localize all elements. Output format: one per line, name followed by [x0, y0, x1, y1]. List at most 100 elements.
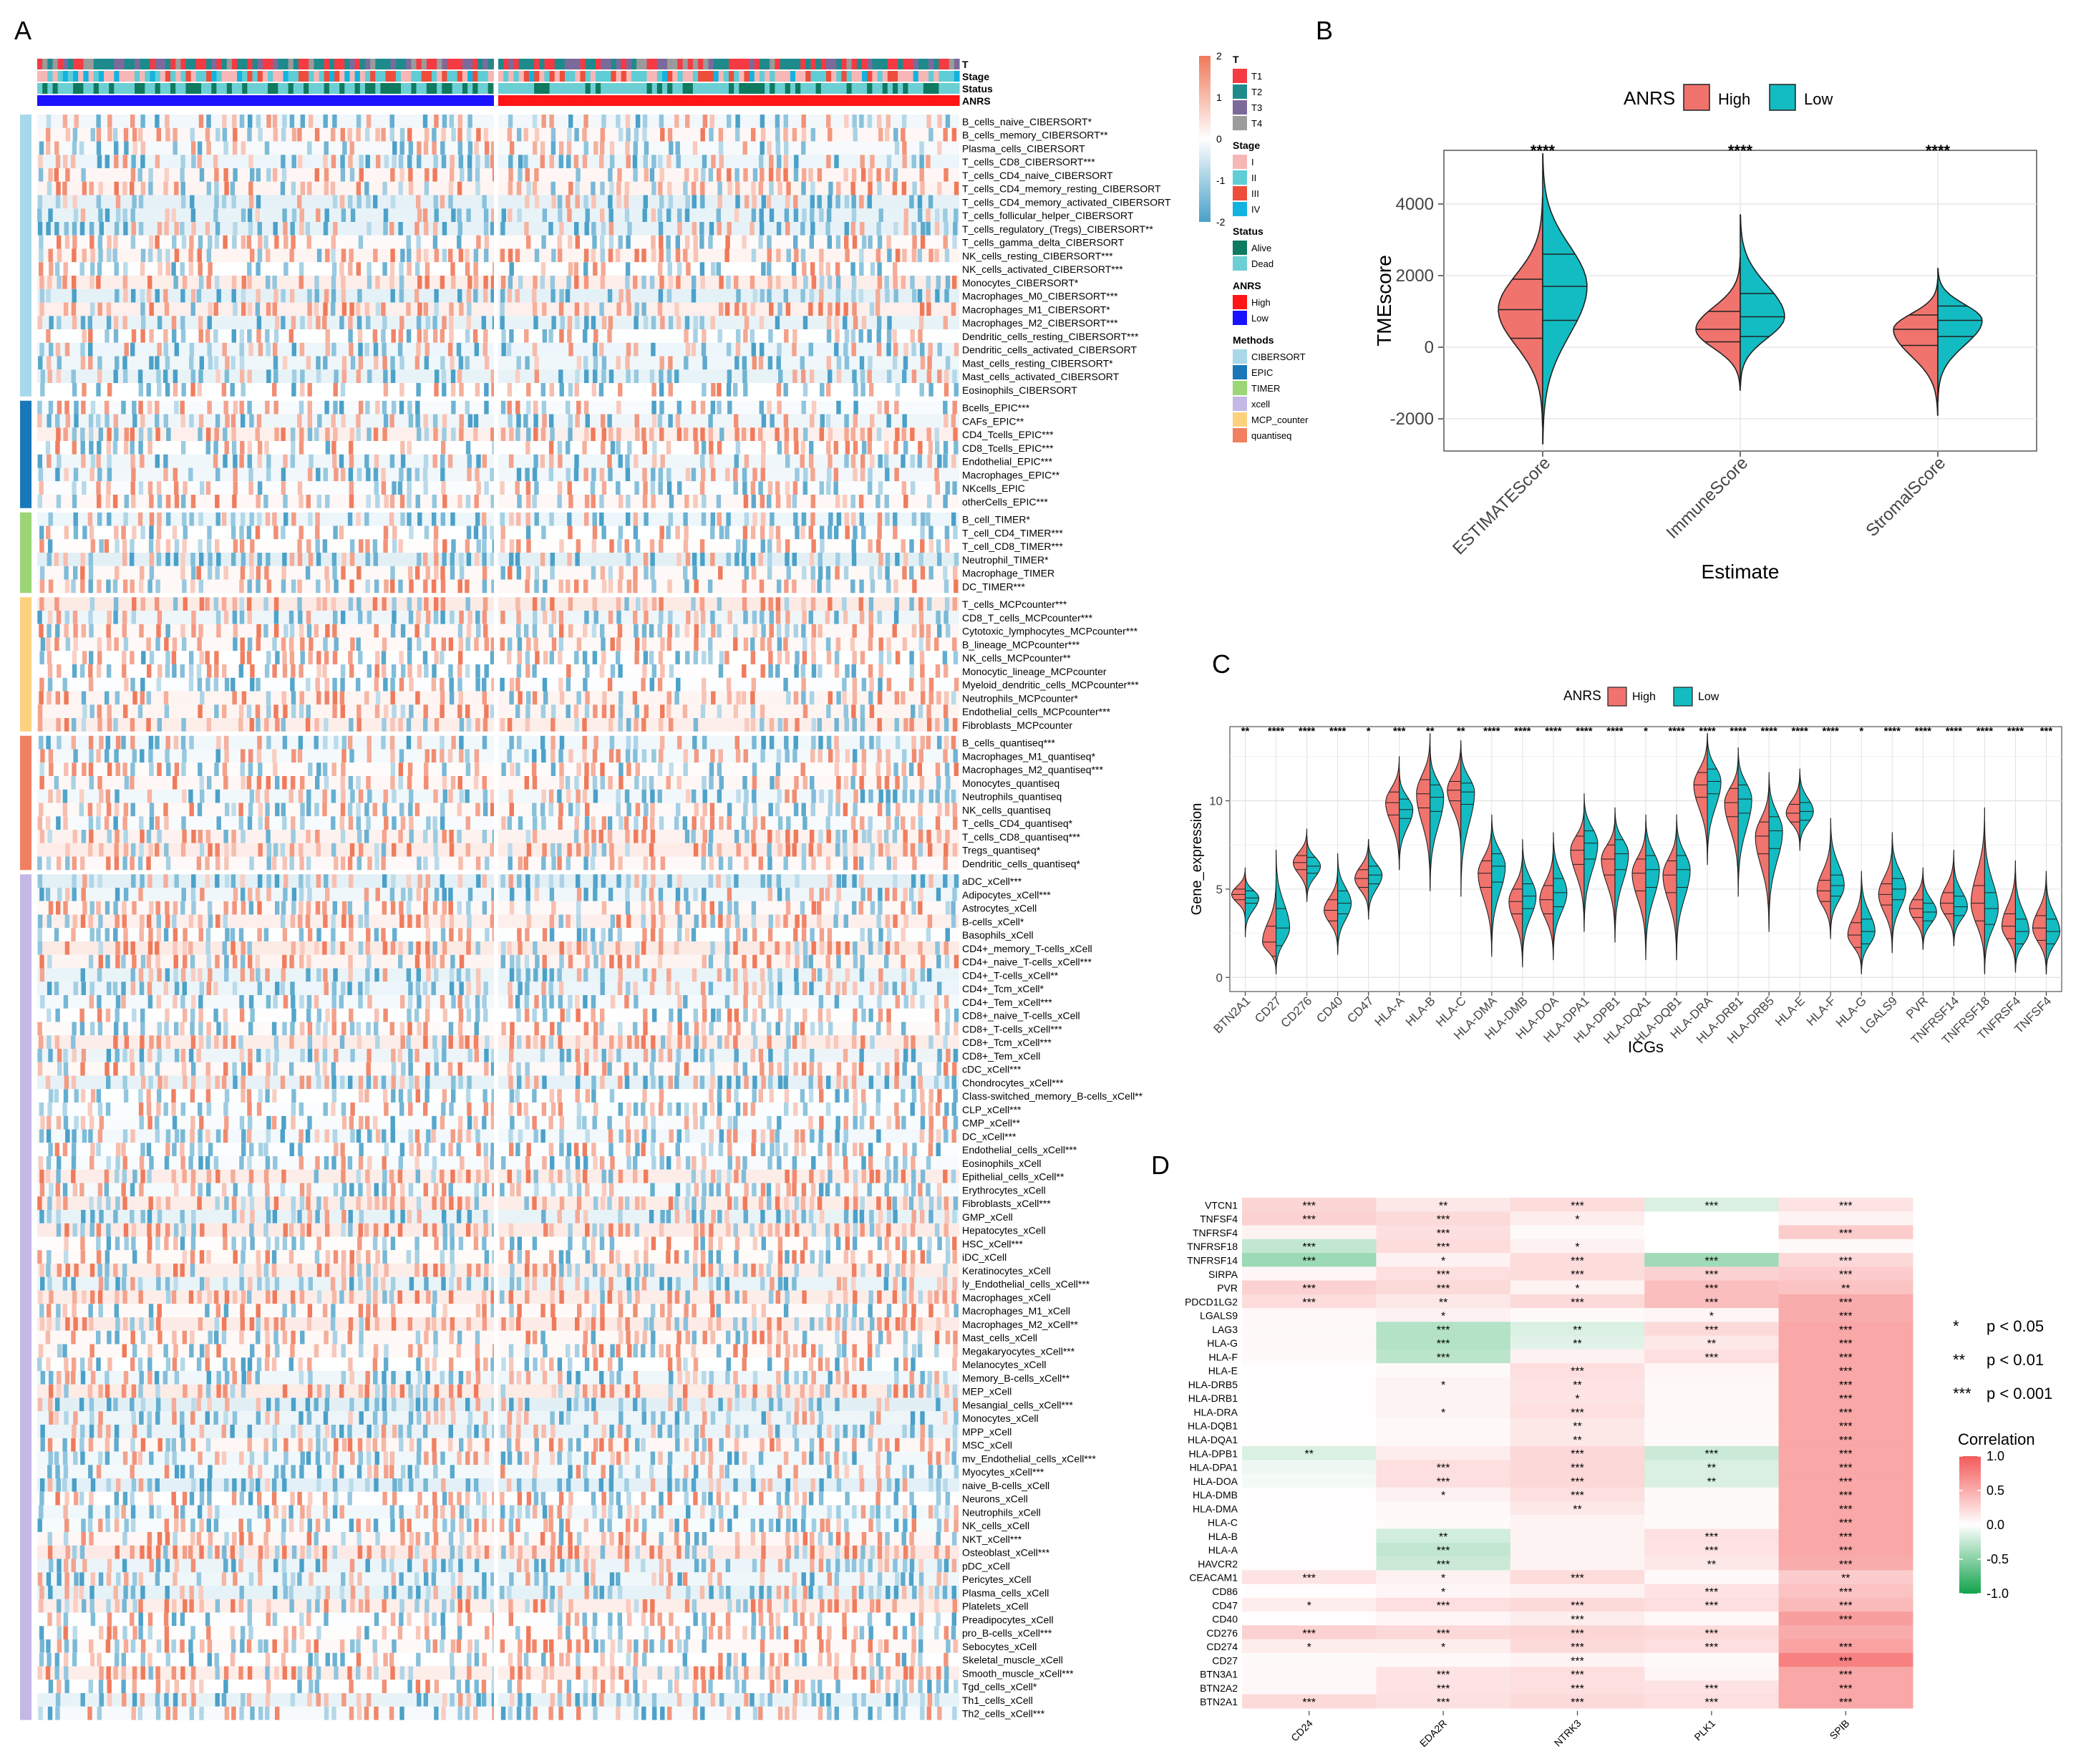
annotation-cell [785, 71, 791, 82]
corr-cell [1778, 1625, 1913, 1640]
annotation-cell [944, 83, 950, 94]
annotation-cell [437, 95, 442, 106]
significance-label: **** [1299, 725, 1316, 737]
heatmap-row-label: CD4+_Tem_xCell*** [962, 997, 1052, 1008]
corr-cell [1510, 1390, 1645, 1405]
corr-signif: *** [1705, 1324, 1719, 1337]
annotation-cell [165, 71, 171, 82]
annotation-cell [252, 95, 258, 106]
legend-label: II [1251, 173, 1256, 183]
annotation-cell [67, 59, 74, 69]
corr-row-cd40: *** ***CD40 [1212, 1612, 1913, 1627]
annotation-cell [401, 95, 407, 106]
x-tick-label: CD276 [1279, 994, 1315, 1030]
annotation-cell [487, 95, 494, 106]
heatmap-row-cells [65, 843, 958, 857]
corr-row-label: LGALS9 [1200, 1310, 1238, 1322]
annotation-cell [815, 95, 822, 106]
annotation-cell [237, 71, 243, 82]
heatmap-row: Macrophages_xCell [37, 1290, 1051, 1304]
corr-cell [1376, 1363, 1511, 1377]
corr-signif: *** [1437, 1670, 1450, 1682]
legend-label: Dead [1251, 258, 1274, 269]
corr-cell [1778, 1612, 1913, 1626]
heatmap-row-cells [47, 1008, 959, 1022]
corr-cell [1510, 1418, 1645, 1433]
significance-label: **** [1545, 725, 1562, 737]
legend-label: quantiseq [1251, 430, 1291, 441]
annotation-cell [73, 71, 79, 82]
heatmap-row-cells [39, 1102, 956, 1116]
heatmap-row: Macrophages_EPIC** [37, 467, 1060, 482]
corr-cell [1778, 1694, 1913, 1709]
annotation-cell [334, 71, 340, 82]
heatmap-row-cells [48, 512, 956, 526]
corr-cell [1376, 1487, 1511, 1502]
heatmap-row-label: B_cells_naive_CIBERSORT* [962, 116, 1092, 127]
annotation-cell [252, 71, 258, 82]
heatmap-row-label: Fibroblasts_MCPcounter [962, 719, 1072, 731]
annotation-cell [406, 95, 412, 106]
heatmap-row: CD8+_Tem_xCell [37, 1049, 1040, 1062]
violin-half-low [1984, 821, 1999, 975]
annotation-cell [498, 59, 504, 69]
legend-swatch [1233, 84, 1247, 99]
corr-cell [1242, 1473, 1377, 1488]
annotation-cell [692, 95, 699, 106]
corr-row-sirpa: *** *** *** ***SIRPA [1208, 1266, 1913, 1281]
heatmap-row: Neutrophils_MCPcounter* [37, 691, 1078, 705]
annotation-cell [611, 71, 617, 82]
annotation-cell [293, 83, 299, 94]
heatmap-row: cDC_xCell*** [37, 1062, 1022, 1076]
heatmap-row-cells [39, 1478, 948, 1492]
annotation-cell [67, 95, 74, 106]
annotation-cell [309, 71, 314, 82]
corr-signif: * [1441, 1573, 1445, 1585]
violin-half-high [1662, 821, 1677, 961]
annotation-cell [754, 95, 760, 106]
heatmap-row-cells [39, 302, 956, 316]
violin-group-hla-drb1: **** [1724, 725, 1752, 897]
corr-row-tnfsf4: *** *** *TNFSF4 [1200, 1211, 1913, 1226]
corr-signif: *** [1437, 1324, 1450, 1337]
annotation-cell [785, 59, 791, 69]
annotation-cell [938, 95, 945, 106]
heatmap-row-label: Tgd_cells_xCell* [962, 1681, 1037, 1692]
annotation-cell [140, 59, 145, 69]
corr-cell [1778, 1570, 1913, 1585]
annotation-cell [646, 95, 653, 106]
heatmap-row-cells [40, 1425, 958, 1438]
heatmap-row-cells [37, 704, 949, 719]
heatmap-row: Chondrocytes_xCell*** [37, 1075, 1064, 1090]
annotation-cell [677, 59, 684, 69]
heatmap-row-label: Neutrophils_xCell [962, 1506, 1041, 1518]
annotation-cell [795, 59, 801, 69]
annotation-cell [765, 71, 770, 82]
heatmap-row: T_cells_gamma_delta_CIBERSORT [37, 235, 1125, 249]
annotation-cell [877, 83, 883, 94]
corr-cell [1778, 1363, 1913, 1377]
annotation-cell [549, 83, 556, 94]
violin-half-high [1498, 196, 1543, 427]
corr-cell [1644, 1239, 1780, 1254]
annotation-cell [770, 95, 775, 106]
legend-label: EPIC [1251, 367, 1273, 378]
annotation-cell [401, 59, 407, 69]
annotation-cell [395, 71, 402, 82]
corr-cell [1242, 1225, 1377, 1240]
violin-group-hla-c: ** [1447, 725, 1475, 897]
violin-half-low [1276, 849, 1291, 975]
corr-signif: *** [1839, 1366, 1853, 1378]
significance-label: ** [1457, 725, 1465, 737]
heatmap-row-cells [47, 1545, 950, 1559]
annotation-cell [862, 71, 868, 82]
heatmap-row-label: Fibroblasts_xCell*** [962, 1198, 1051, 1209]
legend-swatch-low [1769, 84, 1796, 111]
corr-row-label: CD47 [1212, 1599, 1238, 1611]
annotation-cell [872, 95, 878, 106]
heatmap-row-cells [39, 141, 942, 155]
annotation-cell [319, 83, 325, 94]
annotation-cell [268, 59, 273, 69]
heatmap-row: mv_Endothelial_cells_xCell*** [37, 1451, 1096, 1465]
heatmap-row: NK_cells_resting_CIBERSORT*** [37, 248, 1113, 263]
